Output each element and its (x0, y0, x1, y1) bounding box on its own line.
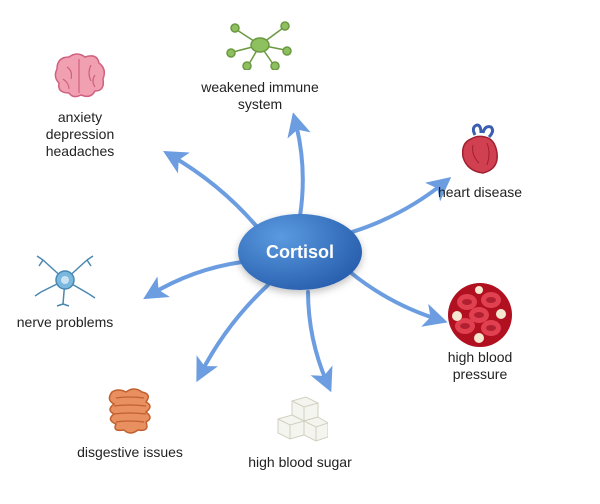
node-label: disgestive issues (77, 444, 183, 461)
brain-icon (45, 45, 115, 105)
intestines-icon (95, 380, 165, 440)
node-label: weakened immune system (200, 79, 320, 113)
node-label: nerve problems (17, 314, 114, 331)
neuron-blue-icon (30, 250, 100, 310)
node-sugar: high blood sugar (240, 390, 360, 471)
center-node: Cortisol (238, 214, 362, 290)
node-anxiety: anxiety depression headaches (20, 45, 140, 159)
heart-icon (445, 120, 515, 180)
node-label: anxiety depression headaches (46, 109, 115, 159)
node-label: high blood sugar (248, 454, 352, 471)
node-heart: heart disease (420, 120, 540, 201)
node-digestive: disgestive issues (70, 380, 190, 461)
node-immune: weakened immune system (200, 15, 320, 113)
diagram-canvas: Cortisol weakened immune system anxiety … (0, 0, 600, 504)
neuron-green-icon (225, 15, 295, 75)
node-label: heart disease (438, 184, 522, 201)
node-nerve: nerve problems (5, 250, 125, 331)
node-label: high blood pressure (420, 349, 540, 383)
sugar-cubes-icon (265, 390, 335, 450)
center-label: Cortisol (266, 242, 334, 263)
node-pressure: high blood pressure (420, 285, 540, 383)
blood-cells-icon (445, 285, 515, 345)
